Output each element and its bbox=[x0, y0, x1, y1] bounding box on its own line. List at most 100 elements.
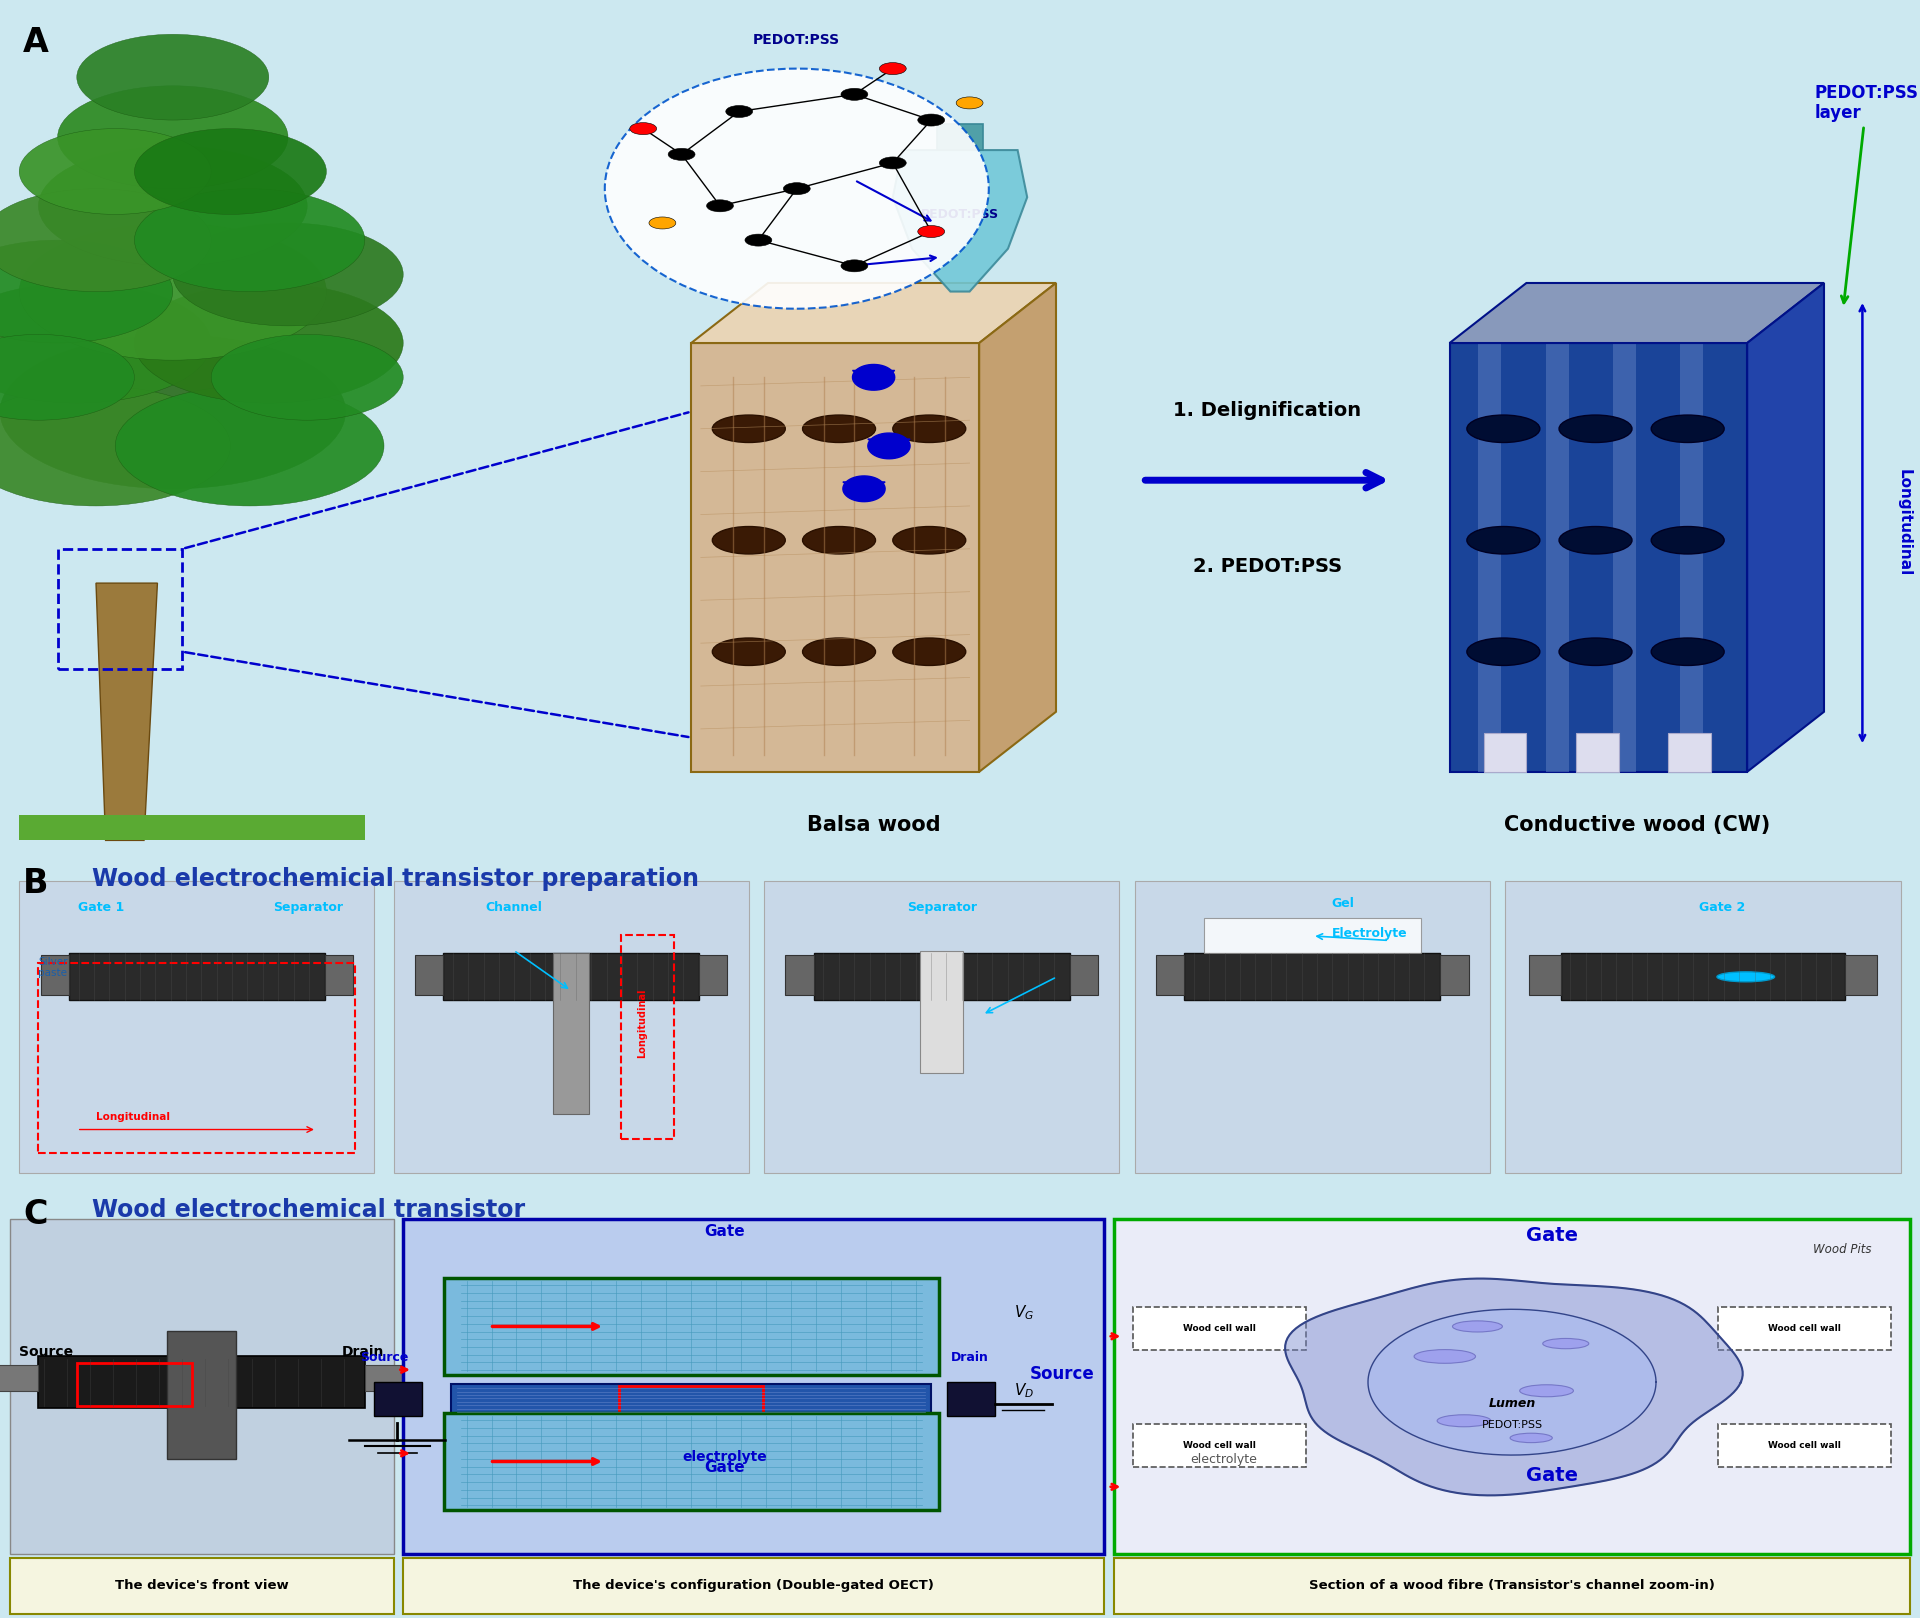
Circle shape bbox=[211, 335, 403, 421]
Polygon shape bbox=[868, 434, 910, 460]
Bar bbox=[553, 953, 589, 1115]
Ellipse shape bbox=[1467, 526, 1540, 553]
Circle shape bbox=[134, 283, 403, 403]
Text: Separator: Separator bbox=[906, 901, 977, 914]
Circle shape bbox=[77, 34, 269, 120]
Circle shape bbox=[0, 335, 134, 421]
FancyBboxPatch shape bbox=[1114, 1558, 1910, 1613]
Ellipse shape bbox=[712, 416, 785, 442]
Circle shape bbox=[879, 63, 906, 74]
Bar bbox=[365, 1366, 451, 1391]
Bar bbox=[814, 953, 1069, 1000]
Text: The device's front view: The device's front view bbox=[115, 1579, 288, 1592]
Text: $V_D$: $V_D$ bbox=[1014, 1382, 1033, 1400]
Text: Electrolyte: Electrolyte bbox=[1332, 927, 1407, 940]
Ellipse shape bbox=[1651, 526, 1724, 553]
Bar bbox=[415, 955, 444, 995]
Bar bbox=[920, 950, 964, 1073]
Bar bbox=[1546, 343, 1569, 772]
Ellipse shape bbox=[1559, 416, 1632, 442]
Bar bbox=[1069, 955, 1098, 995]
Ellipse shape bbox=[803, 526, 876, 553]
Text: Gate: Gate bbox=[1526, 1226, 1578, 1244]
Text: Wood Pits: Wood Pits bbox=[1814, 1243, 1872, 1256]
FancyBboxPatch shape bbox=[444, 1413, 939, 1510]
FancyBboxPatch shape bbox=[764, 880, 1119, 1173]
Bar bbox=[1680, 343, 1703, 772]
Circle shape bbox=[58, 86, 288, 189]
Circle shape bbox=[0, 283, 211, 403]
Bar bbox=[947, 1382, 995, 1416]
Circle shape bbox=[38, 146, 307, 265]
Circle shape bbox=[0, 387, 230, 506]
Text: Wood cell wall: Wood cell wall bbox=[1183, 1440, 1256, 1450]
Bar bbox=[167, 1330, 236, 1459]
Ellipse shape bbox=[803, 416, 876, 442]
Circle shape bbox=[1511, 1434, 1551, 1443]
Text: 1. Delignification: 1. Delignification bbox=[1173, 401, 1361, 421]
Circle shape bbox=[134, 128, 326, 214]
Text: Lumen: Lumen bbox=[1488, 1396, 1536, 1411]
Bar bbox=[69, 953, 324, 1000]
Circle shape bbox=[19, 128, 211, 214]
Ellipse shape bbox=[605, 68, 989, 309]
Bar bbox=[1718, 1307, 1891, 1349]
Text: Gate: Gate bbox=[705, 1225, 745, 1239]
Circle shape bbox=[668, 149, 695, 160]
Ellipse shape bbox=[893, 637, 966, 665]
Text: Source: Source bbox=[1029, 1364, 1094, 1383]
Text: Balsa wood: Balsa wood bbox=[806, 815, 941, 835]
Polygon shape bbox=[868, 438, 910, 455]
Text: Gate: Gate bbox=[705, 1459, 745, 1476]
Circle shape bbox=[1519, 1385, 1574, 1396]
Bar bbox=[451, 1385, 931, 1414]
Text: Wood electrochemical transistor: Wood electrochemical transistor bbox=[92, 1197, 526, 1222]
Bar bbox=[1561, 953, 1845, 1000]
Text: Longitudinal: Longitudinal bbox=[96, 1112, 171, 1121]
Text: PEDOT:PSS: PEDOT:PSS bbox=[1482, 1421, 1542, 1430]
Bar bbox=[1204, 919, 1421, 953]
Circle shape bbox=[19, 223, 326, 361]
FancyBboxPatch shape bbox=[394, 880, 749, 1173]
Text: Source: Source bbox=[359, 1351, 409, 1364]
Text: PEDOT:PSS: PEDOT:PSS bbox=[753, 32, 841, 47]
Circle shape bbox=[783, 183, 810, 194]
Bar bbox=[1484, 733, 1526, 772]
Circle shape bbox=[841, 260, 868, 272]
Text: Wood cell wall: Wood cell wall bbox=[1768, 1324, 1841, 1333]
Text: 2. PEDOT:PSS: 2. PEDOT:PSS bbox=[1192, 558, 1342, 576]
Circle shape bbox=[0, 335, 346, 489]
Bar bbox=[77, 1362, 192, 1406]
Bar bbox=[1613, 343, 1636, 772]
Bar bbox=[444, 953, 699, 1000]
Text: B: B bbox=[23, 867, 48, 901]
Circle shape bbox=[726, 105, 753, 118]
Circle shape bbox=[173, 223, 403, 325]
Circle shape bbox=[0, 239, 173, 343]
Text: Longitudinal: Longitudinal bbox=[637, 989, 647, 1058]
Circle shape bbox=[1413, 1349, 1475, 1364]
Polygon shape bbox=[96, 582, 157, 840]
Bar bbox=[699, 955, 728, 995]
Bar bbox=[58, 549, 182, 668]
FancyBboxPatch shape bbox=[10, 1220, 394, 1553]
Polygon shape bbox=[843, 476, 885, 502]
Circle shape bbox=[956, 97, 983, 108]
Polygon shape bbox=[852, 364, 895, 390]
Text: Gate: Gate bbox=[1526, 1466, 1578, 1485]
Text: C: C bbox=[23, 1197, 48, 1231]
Bar bbox=[1156, 955, 1185, 995]
Text: Separator: Separator bbox=[273, 901, 344, 914]
Bar bbox=[40, 955, 69, 995]
Text: PEDOT:PSS: PEDOT:PSS bbox=[922, 207, 998, 222]
FancyBboxPatch shape bbox=[403, 1558, 1104, 1613]
Bar bbox=[0, 1366, 38, 1391]
Text: PEDOT:PSS
layer: PEDOT:PSS layer bbox=[1814, 84, 1918, 303]
Text: electrolyte: electrolyte bbox=[1190, 1453, 1258, 1466]
Circle shape bbox=[1716, 972, 1774, 982]
Text: The device's configuration (Double-gated OECT): The device's configuration (Double-gated… bbox=[574, 1579, 933, 1592]
Ellipse shape bbox=[1559, 526, 1632, 553]
FancyBboxPatch shape bbox=[19, 880, 374, 1173]
Bar bbox=[38, 1356, 365, 1408]
Text: Channel: Channel bbox=[486, 901, 541, 914]
